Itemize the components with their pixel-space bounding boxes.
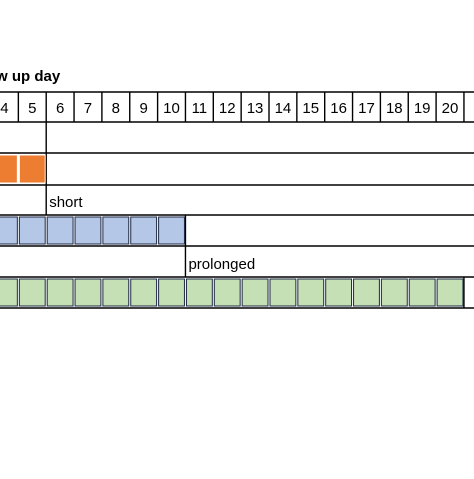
day-cell — [103, 217, 129, 244]
day-cell — [47, 279, 73, 306]
day-label: 16 — [330, 100, 347, 117]
day-cell — [242, 279, 268, 306]
day-cell — [159, 279, 185, 306]
day-cell — [47, 217, 73, 244]
schedule-rows: short prolonged — [0, 155, 463, 306]
day-cell — [19, 279, 45, 306]
day-cell — [0, 155, 17, 183]
axis-title: w up day — [0, 68, 61, 85]
day-label: 8 — [112, 100, 120, 117]
day-label: 19 — [414, 100, 431, 117]
day-label: 15 — [302, 100, 319, 117]
day-label: 9 — [140, 100, 148, 117]
day-cell — [0, 217, 17, 244]
day-cell — [186, 279, 212, 306]
day-cell — [214, 279, 240, 306]
day-label: 13 — [247, 100, 264, 117]
day-label: 12 — [219, 100, 236, 117]
row-label: short — [49, 194, 83, 211]
day-cell — [159, 217, 185, 244]
day-cell — [131, 217, 157, 244]
day-label: 6 — [56, 100, 64, 117]
day-header-row: 45678910111213141516171819202 — [0, 100, 474, 117]
day-cell — [409, 279, 435, 306]
day-cell — [437, 279, 463, 306]
day-cell — [0, 279, 17, 306]
day-cell — [298, 279, 324, 306]
day-cell — [131, 279, 157, 306]
day-label: 7 — [84, 100, 92, 117]
day-label: 14 — [275, 100, 292, 117]
row-label: prolonged — [188, 256, 255, 273]
day-cell — [270, 279, 296, 306]
day-cell — [381, 279, 407, 306]
day-label: 10 — [163, 100, 180, 117]
day-cell — [354, 279, 380, 306]
day-cell — [19, 155, 45, 183]
day-cell — [75, 279, 101, 306]
day-cell — [19, 217, 45, 244]
day-cell — [326, 279, 352, 306]
day-label: 20 — [442, 100, 459, 117]
day-label: 17 — [358, 100, 375, 117]
day-cell — [75, 217, 101, 244]
day-label: 18 — [386, 100, 403, 117]
day-label: 11 — [192, 100, 208, 117]
day-cell — [103, 279, 129, 306]
day-label: 4 — [0, 100, 8, 117]
day-label: 5 — [28, 100, 36, 117]
